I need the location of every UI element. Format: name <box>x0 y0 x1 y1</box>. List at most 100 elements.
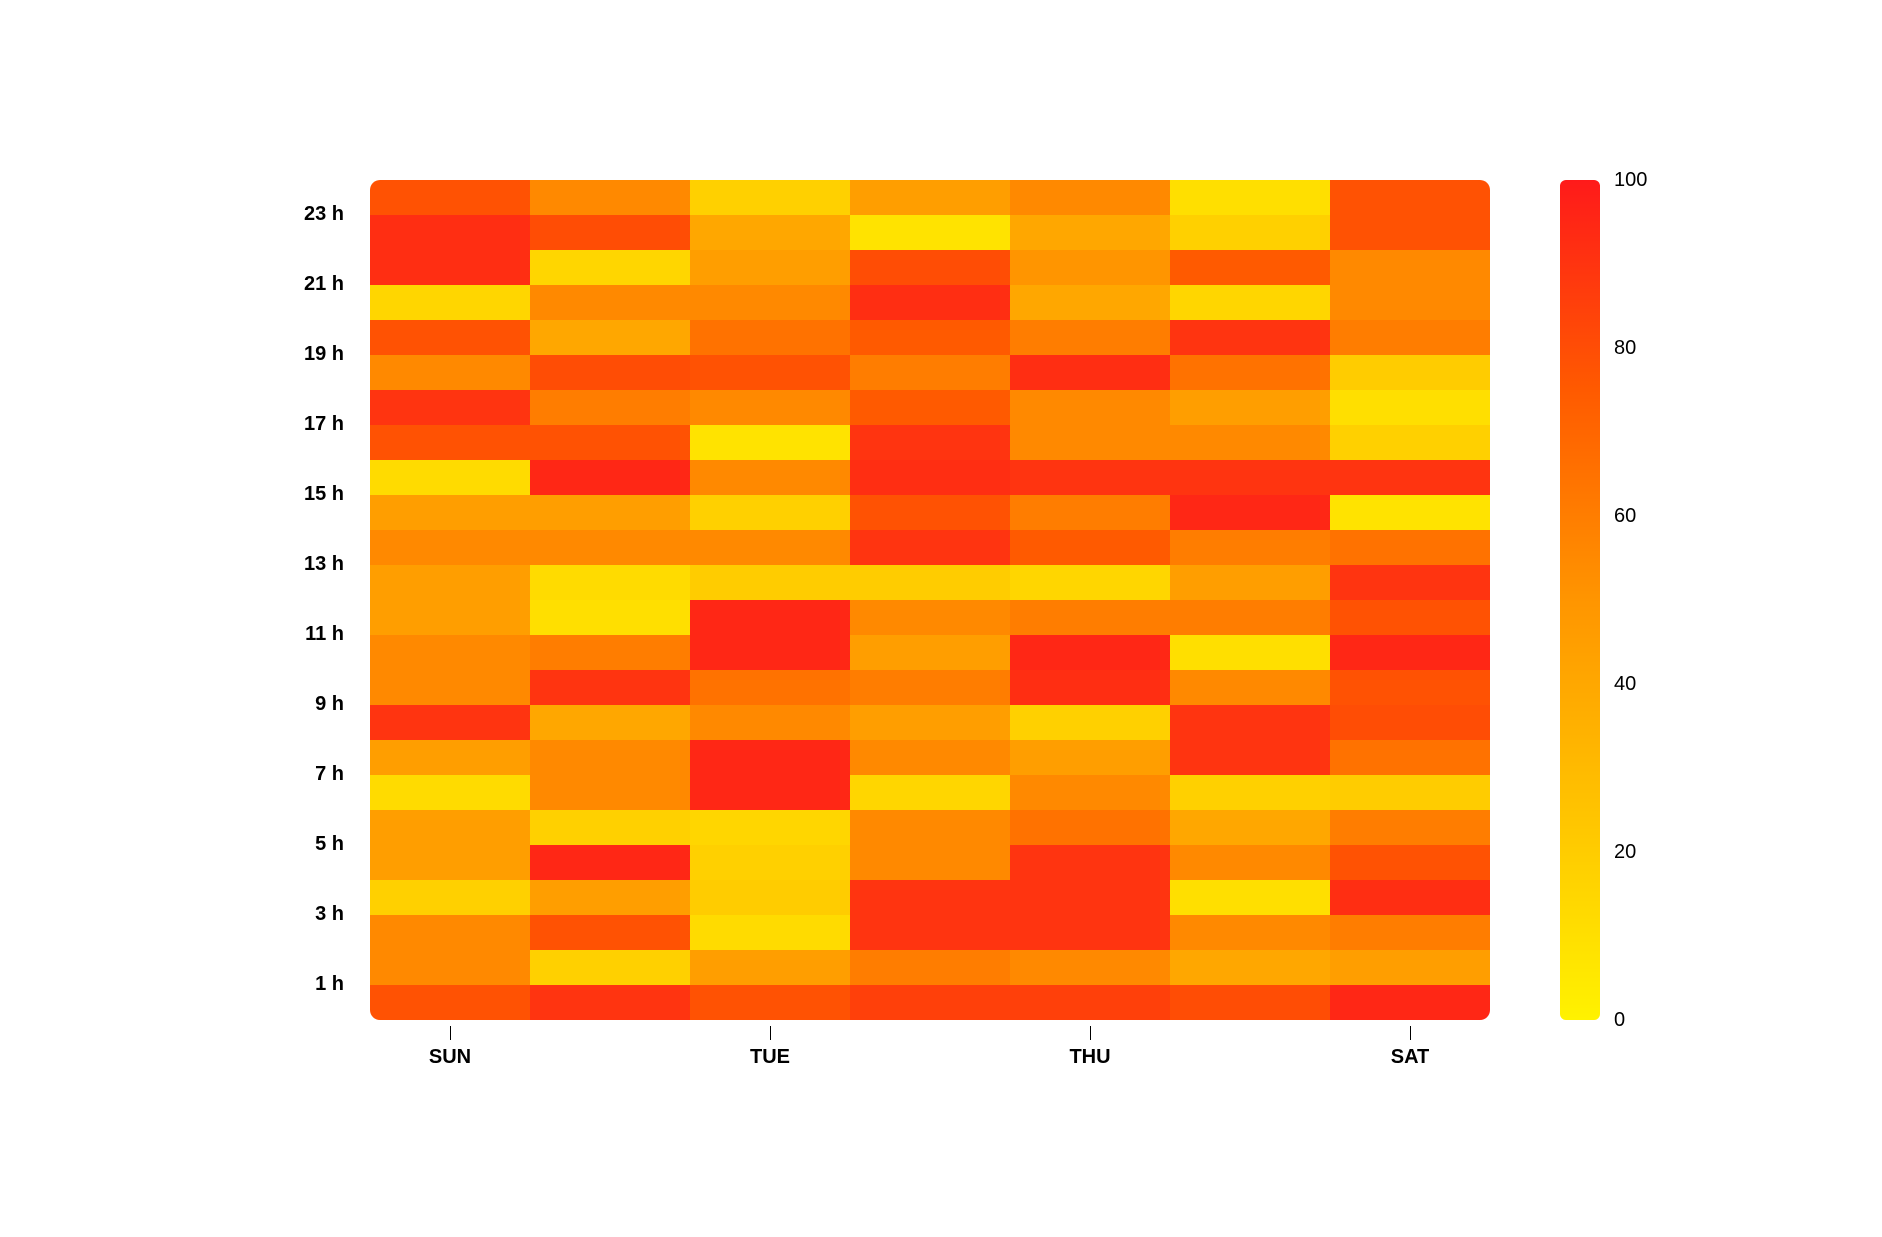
heatmap-cell <box>850 320 1010 355</box>
heatmap-cell <box>1330 355 1490 390</box>
x-axis-tick-label: SAT <box>1391 1046 1430 1069</box>
heatmap-cell <box>530 600 690 635</box>
heatmap-cell <box>1330 985 1490 1020</box>
colorbar-tick-label: 40 <box>1614 673 1636 696</box>
heatmap-cell <box>1330 635 1490 670</box>
heatmap-cell <box>1170 600 1330 635</box>
heatmap-cell <box>1170 180 1330 215</box>
heatmap-cell <box>370 530 530 565</box>
heatmap-cell <box>850 355 1010 390</box>
heatmap-cell <box>530 845 690 880</box>
heatmap-cell <box>1170 705 1330 740</box>
heatmap-cell <box>1170 460 1330 495</box>
y-axis-tick-label: 11 h <box>305 623 344 646</box>
heatmap-cell <box>1330 670 1490 705</box>
heatmap-cell <box>370 285 530 320</box>
heatmap-cell <box>530 810 690 845</box>
heatmap-cell <box>850 670 1010 705</box>
colorbar-tick-label: 0 <box>1614 1009 1625 1032</box>
heatmap-cell <box>690 915 850 950</box>
heatmap-cell <box>370 390 530 425</box>
heatmap-cell <box>690 775 850 810</box>
heatmap-cell <box>1330 285 1490 320</box>
heatmap-cell <box>1010 285 1170 320</box>
y-axis-tick-label: 5 h <box>315 833 344 856</box>
heatmap-cell <box>690 425 850 460</box>
heatmap-cell <box>1330 180 1490 215</box>
heatmap-cell <box>1170 635 1330 670</box>
heatmap-chart <box>370 180 1490 1020</box>
heatmap-cell <box>530 495 690 530</box>
heatmap-cell <box>850 530 1010 565</box>
heatmap-cell <box>530 320 690 355</box>
heatmap-cell <box>850 740 1010 775</box>
heatmap-cell <box>530 425 690 460</box>
heatmap-cell <box>1170 565 1330 600</box>
heatmap-cell <box>1010 180 1170 215</box>
heatmap-cell <box>1330 810 1490 845</box>
y-axis-tick-label: 17 h <box>304 413 344 436</box>
heatmap-cell <box>690 635 850 670</box>
heatmap-cell <box>1010 495 1170 530</box>
x-axis-tick-label: TUE <box>750 1046 790 1069</box>
heatmap-cell <box>370 810 530 845</box>
heatmap-cell <box>1170 250 1330 285</box>
y-axis-tick-label: 23 h <box>304 203 344 226</box>
heatmap-cell <box>1330 530 1490 565</box>
heatmap-cell <box>530 355 690 390</box>
heatmap-cell <box>1170 530 1330 565</box>
heatmap-cell <box>370 250 530 285</box>
heatmap-cell <box>1330 950 1490 985</box>
heatmap-cell <box>1010 565 1170 600</box>
heatmap-cell <box>370 670 530 705</box>
heatmap-cell <box>1170 320 1330 355</box>
heatmap-cell <box>1010 845 1170 880</box>
heatmap-cell <box>1330 460 1490 495</box>
heatmap-cell <box>850 705 1010 740</box>
heatmap-cell <box>370 600 530 635</box>
x-axis-tick-label: SUN <box>429 1046 471 1069</box>
heatmap-cell <box>530 215 690 250</box>
heatmap-cell <box>370 355 530 390</box>
heatmap-cell <box>1010 775 1170 810</box>
heatmap-cell <box>370 495 530 530</box>
heatmap-cell <box>1010 705 1170 740</box>
heatmap-cell <box>1330 495 1490 530</box>
heatmap-cell <box>690 845 850 880</box>
heatmap-cell <box>530 670 690 705</box>
heatmap-cell <box>850 495 1010 530</box>
heatmap-cell <box>850 600 1010 635</box>
heatmap-cell <box>1170 810 1330 845</box>
heatmap-cell <box>1010 390 1170 425</box>
heatmap-cell <box>690 390 850 425</box>
heatmap-cell <box>850 880 1010 915</box>
heatmap-cell <box>1170 285 1330 320</box>
heatmap-cell <box>1330 600 1490 635</box>
heatmap-cell <box>1170 775 1330 810</box>
heatmap-cell <box>690 740 850 775</box>
heatmap-cell <box>370 215 530 250</box>
heatmap-cell <box>1010 355 1170 390</box>
heatmap-cell <box>370 460 530 495</box>
heatmap-cell <box>690 810 850 845</box>
heatmap-cell <box>530 285 690 320</box>
heatmap-cell <box>370 775 530 810</box>
colorbar <box>1560 180 1600 1020</box>
heatmap-cell <box>1010 740 1170 775</box>
heatmap-cell <box>690 180 850 215</box>
heatmap-cell <box>690 215 850 250</box>
heatmap-cell <box>690 320 850 355</box>
heatmap-cell <box>530 250 690 285</box>
heatmap-cell <box>370 950 530 985</box>
heatmap-cell <box>850 180 1010 215</box>
heatmap-cell <box>370 915 530 950</box>
heatmap-cell <box>850 915 1010 950</box>
heatmap-cell <box>1330 845 1490 880</box>
heatmap-cell <box>370 740 530 775</box>
heatmap-grid <box>370 180 1490 1020</box>
heatmap-cell <box>530 915 690 950</box>
heatmap-cell <box>1010 635 1170 670</box>
heatmap-cell <box>850 775 1010 810</box>
heatmap-cell <box>1170 880 1330 915</box>
heatmap-cell <box>530 740 690 775</box>
